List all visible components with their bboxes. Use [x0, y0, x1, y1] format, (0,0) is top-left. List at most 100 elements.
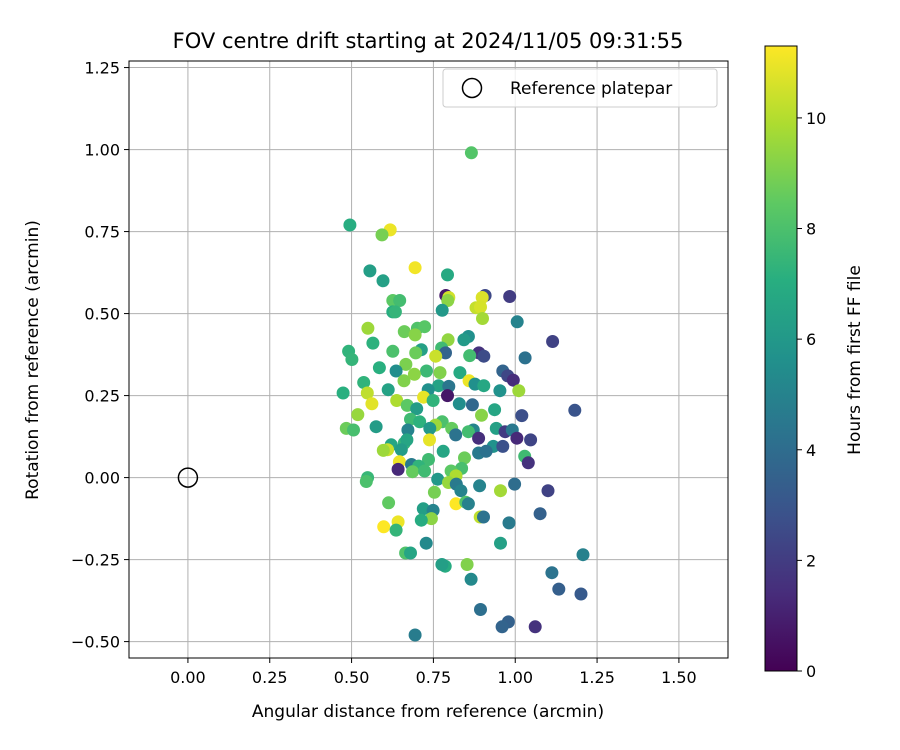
scatter-point — [400, 433, 414, 447]
y-tick-label: −0.25 — [71, 551, 120, 570]
scatter-point — [503, 290, 517, 303]
scatter-point — [336, 386, 350, 400]
scatter-point — [408, 328, 422, 342]
scatter-point — [495, 620, 509, 634]
scatter-point — [423, 421, 437, 435]
scatter-point — [413, 415, 427, 429]
scatter-point — [420, 364, 433, 378]
scatter-point — [435, 558, 449, 571]
scatter-point — [464, 572, 478, 586]
scatter-point — [473, 479, 487, 493]
scatter-point — [397, 325, 411, 339]
scatter-point — [347, 423, 360, 437]
colorbar: 0 2 4 6 8 10 Hours from first FF file — [764, 45, 865, 681]
scatter-point — [474, 300, 487, 314]
scatter-point — [574, 587, 588, 601]
scatter-point — [369, 420, 383, 434]
scatter-point — [357, 376, 371, 389]
scatter-point — [454, 484, 468, 498]
scatter-point — [449, 428, 463, 442]
chart-title: FOV centre drift starting at 2024/11/05 … — [173, 29, 684, 53]
scatter-point — [502, 516, 516, 530]
scatter-point — [528, 620, 542, 634]
scatter-point — [424, 512, 438, 526]
scatter-point — [359, 475, 373, 488]
colorbar-tick-label: 2 — [806, 551, 816, 570]
scatter-point — [441, 294, 455, 307]
scatter-point — [576, 548, 590, 562]
scatter-point — [457, 333, 471, 347]
scatter-point — [391, 462, 405, 476]
scatter-point — [568, 403, 582, 417]
scatter-point — [494, 536, 507, 550]
scatter-point — [365, 397, 379, 411]
scatter-point — [439, 346, 452, 360]
scatter-point — [465, 398, 479, 412]
reference-marker — [177, 467, 199, 488]
scatter-point — [377, 520, 391, 534]
scatter-point — [366, 336, 380, 350]
legend-label: Reference platepar — [510, 79, 672, 99]
scatter-point — [372, 361, 386, 375]
scatter-point — [441, 268, 454, 282]
scatter-point — [394, 443, 408, 457]
scatter-point — [410, 402, 424, 416]
colorbar-gradient — [764, 45, 798, 672]
data-points — [336, 146, 590, 642]
scatter-point — [393, 294, 407, 307]
scatter-point — [375, 228, 389, 242]
y-axis-ticks: −0.50 −0.25 0.00 0.25 0.50 0.75 1.00 1.25 — [71, 59, 129, 652]
scatter-point — [409, 346, 423, 360]
scatter-point — [449, 497, 463, 511]
scatter-point — [418, 464, 432, 478]
scatter-point — [508, 477, 522, 491]
scatter-point — [432, 379, 446, 393]
scatter-point — [376, 274, 390, 288]
scatter-point — [416, 502, 430, 516]
scatter-point — [441, 389, 454, 403]
scatter-point — [436, 444, 450, 458]
reference-point — [177, 467, 199, 488]
y-tick-label: 0.00 — [84, 469, 120, 488]
scatter-point — [386, 344, 400, 358]
scatter-point — [406, 465, 419, 479]
scatter-point — [431, 472, 445, 486]
scatter-point — [488, 403, 502, 417]
legend-marker — [461, 77, 483, 99]
scatter-point — [360, 386, 374, 400]
scatter-point — [493, 384, 507, 398]
x-tick-label: 0.25 — [252, 668, 288, 687]
scatter-point — [515, 409, 529, 423]
x-tick-label: 1.00 — [497, 668, 533, 687]
scatter-point — [388, 305, 402, 319]
x-tick-label: 0.50 — [334, 668, 370, 687]
scatter-point — [521, 456, 535, 470]
x-tick-label: 1.50 — [661, 668, 697, 687]
scatter-point — [389, 523, 403, 537]
scatter-point — [524, 433, 538, 447]
scatter-point — [363, 264, 377, 278]
scatter-point — [461, 425, 475, 439]
scatter-point — [343, 218, 357, 232]
x-axis-label: Angular distance from reference (arcmin) — [252, 702, 604, 722]
scatter-point — [427, 485, 441, 499]
x-tick-label: 0.00 — [170, 668, 206, 687]
scatter-point — [477, 510, 490, 524]
scatter-point — [464, 146, 478, 160]
scatter-point — [510, 315, 524, 329]
scatter-point — [433, 366, 447, 380]
x-axis-ticks: 0.00 0.25 0.50 0.75 1.00 1.25 1.50 — [170, 658, 697, 687]
scatter-point — [477, 349, 491, 363]
y-tick-label: −0.50 — [71, 633, 120, 652]
scatter-point — [422, 453, 435, 466]
scatter-point — [419, 536, 433, 550]
scatter-point — [506, 373, 520, 387]
legend-box — [442, 68, 718, 108]
scatter-point — [533, 507, 547, 521]
x-tick-label: 0.75 — [416, 668, 452, 687]
scatter-point — [429, 349, 443, 363]
scatter-point — [407, 367, 421, 381]
scatter-point — [408, 261, 422, 275]
